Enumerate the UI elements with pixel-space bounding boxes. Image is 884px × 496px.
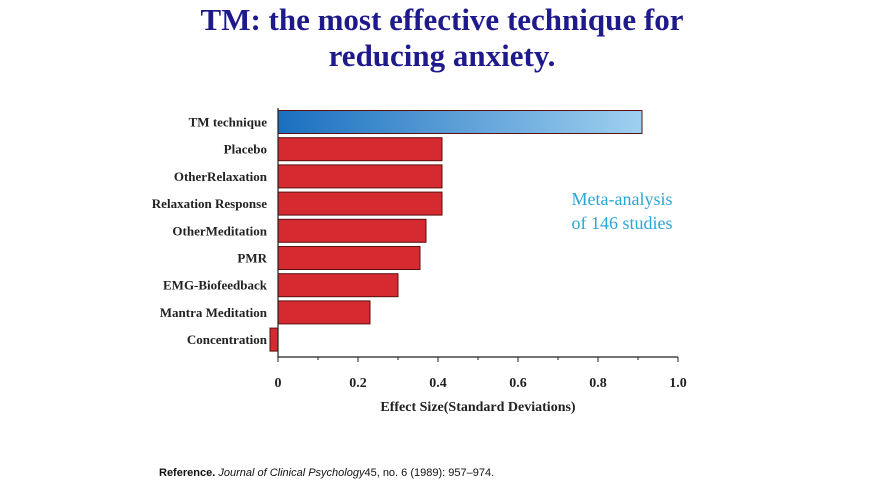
x-tick-label: 0.2 <box>349 376 367 391</box>
category-label: Placebo <box>224 142 267 157</box>
title-line-2: reducing anxiety. <box>328 38 556 73</box>
bar-tm-technique <box>277 110 643 134</box>
bar-relaxation-response <box>277 191 443 216</box>
category-label: OtherMeditation <box>172 223 267 238</box>
reference-citation: Reference. Journal of Clinical Psycholog… <box>159 467 494 479</box>
category-label: PMR <box>237 251 267 266</box>
bar-placebo <box>277 137 443 162</box>
bar-pmr <box>277 246 421 270</box>
x-tick-label: 0.4 <box>429 376 447 391</box>
category-label: Relaxation Response <box>152 196 267 211</box>
slide-title: TM: the most effective technique for red… <box>0 2 884 74</box>
meta-analysis-note: Meta-analysis of 146 studies <box>548 187 696 235</box>
category-label: TM technique <box>189 115 268 130</box>
bar-emg-biofeedback <box>277 273 399 298</box>
reference-details: 45, no. 6 (1989): 957–974. <box>364 467 495 479</box>
bar-otherrelaxation <box>277 164 443 189</box>
category-label: Mantra Meditation <box>160 305 268 320</box>
note-line-1: Meta-analysis <box>571 189 673 209</box>
title-line-1: TM: the most effective technique for <box>200 2 684 37</box>
x-axis-title: Effect Size(Standard Deviations) <box>380 400 576 415</box>
note-line-2: of 146 studies <box>571 213 673 233</box>
category-label: EMG-Biofeedback <box>163 278 268 293</box>
x-tick-label: 0.6 <box>509 376 527 391</box>
category-label: OtherRelaxation <box>174 169 268 184</box>
category-labels: TM technique Placebo OtherRelaxation Relaxa… <box>152 115 268 348</box>
bar-mantra-meditation <box>277 300 371 325</box>
bar-othermeditation <box>277 218 427 243</box>
x-tick-label: 0.8 <box>589 376 607 391</box>
x-axis: 0 0.2 0.4 0.6 0.8 1.0 <box>275 108 687 391</box>
reference-label: Reference. <box>159 467 216 479</box>
category-label: Concentration <box>187 332 268 347</box>
x-tick-label: 1.0 <box>669 376 687 391</box>
x-tick-label: 0 <box>275 376 282 391</box>
reference-journal: Journal of Clinical Psychology <box>218 467 365 479</box>
bar-concentration <box>269 327 279 352</box>
